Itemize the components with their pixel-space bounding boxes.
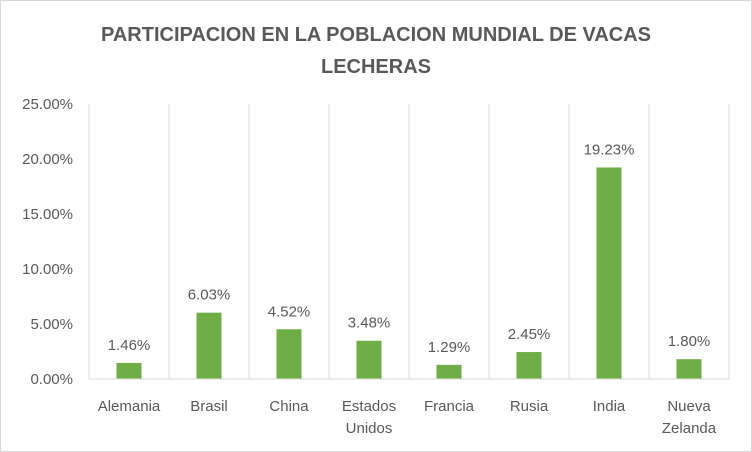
x-tick-label: Unidos	[346, 420, 393, 437]
data-label: 1.46%	[108, 337, 151, 354]
bar	[356, 340, 382, 379]
y-tick-label: 25.00%	[22, 96, 73, 113]
y-tick-label: 0.00%	[30, 371, 73, 388]
x-tick-label: India	[593, 398, 626, 415]
data-label: 4.52%	[268, 303, 311, 320]
x-tick-label: Francia	[424, 398, 475, 415]
bar	[436, 364, 462, 379]
data-label: 6.03%	[188, 287, 231, 304]
data-label: 19.23%	[584, 141, 635, 158]
data-label: 1.80%	[668, 333, 711, 350]
bar	[116, 362, 142, 379]
x-tick-label: Estados	[342, 398, 396, 415]
y-tick-label: 15.00%	[22, 206, 73, 223]
chart-title: PARTICIPACION EN LA POBLACION MUNDIAL DE…	[1, 19, 751, 83]
chart-title-line-1: PARTICIPACION EN LA POBLACION MUNDIAL DE…	[100, 24, 651, 46]
x-tick-label: Brasil	[190, 398, 228, 415]
bar	[676, 359, 702, 379]
x-tick-label: Alemania	[98, 398, 161, 415]
bar	[196, 312, 222, 379]
data-label: 2.45%	[508, 326, 551, 343]
x-tick-label: Nueva	[667, 398, 711, 415]
data-label: 3.48%	[348, 315, 391, 332]
bar	[516, 352, 542, 379]
x-tick-label: Zelanda	[662, 420, 717, 437]
y-tick-label: 20.00%	[22, 151, 73, 168]
x-tick-label: China	[269, 398, 309, 415]
chart-title-line-2: LECHERAS	[320, 56, 431, 78]
y-tick-label: 5.00%	[30, 316, 73, 333]
y-tick-label: 10.00%	[22, 261, 73, 278]
bar	[276, 329, 302, 379]
bar	[596, 167, 622, 379]
x-tick-label: Rusia	[510, 398, 549, 415]
data-label: 1.29%	[428, 339, 471, 356]
